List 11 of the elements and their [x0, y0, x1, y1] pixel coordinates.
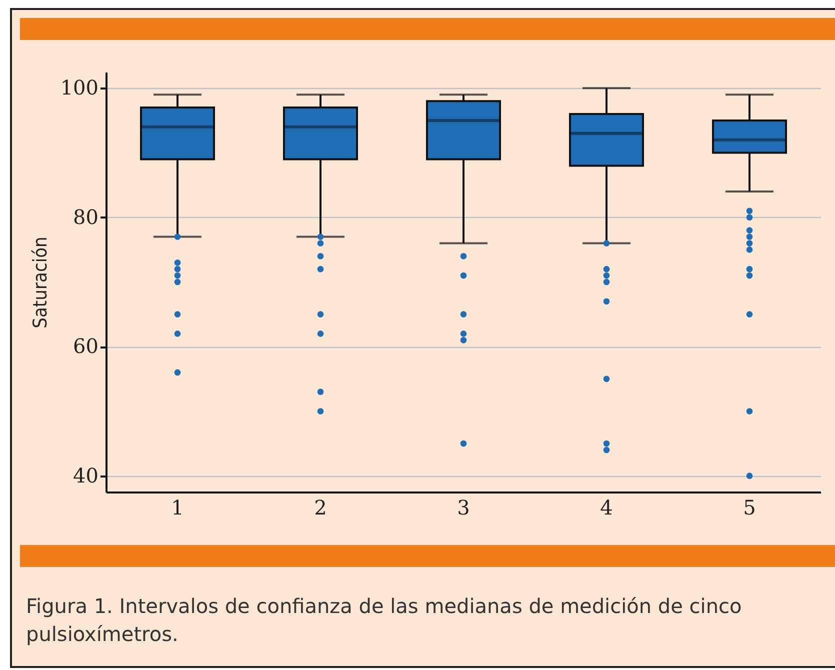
x-tick-label: 4: [600, 496, 613, 520]
y-axis-title: Saturación: [29, 236, 52, 328]
text: Figura 1. Intervalos de confianza de las medianas de medición de cinco pulsioxímetros.: [26, 593, 743, 648]
x-tick-label: 5: [743, 496, 756, 520]
x-tick-label: 3: [457, 496, 470, 520]
x-tick-label: 1: [171, 496, 184, 520]
y-tick-label: 60: [73, 334, 98, 358]
y-tick-label: 100: [60, 76, 98, 100]
y-tick-label: 40: [73, 463, 98, 488]
y-tick-label: 80: [73, 204, 98, 229]
x-tick-label: 2: [314, 496, 327, 520]
